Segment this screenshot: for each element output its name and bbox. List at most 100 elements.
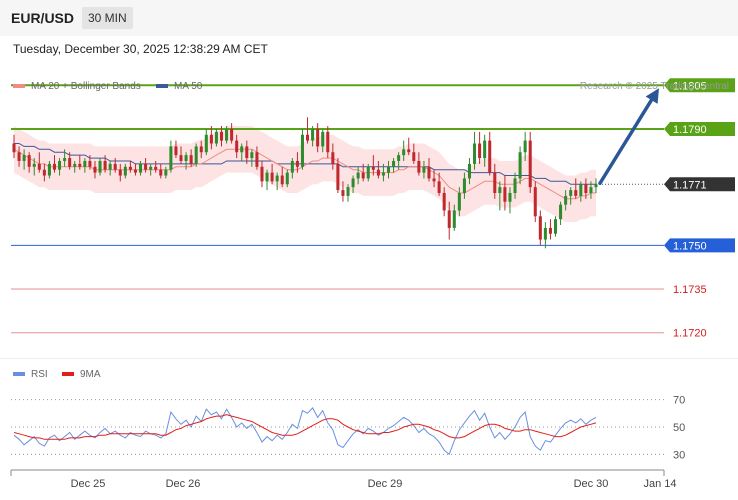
candle <box>209 126 213 150</box>
candle <box>250 149 254 167</box>
candle <box>321 128 325 153</box>
candle-body <box>427 166 431 179</box>
candle <box>346 184 350 202</box>
candle-body <box>235 140 239 153</box>
candle-body <box>209 134 213 144</box>
candle <box>528 131 532 193</box>
candle <box>351 175 355 193</box>
candle <box>432 169 436 188</box>
candle-body <box>518 152 522 179</box>
candle-body <box>386 166 391 173</box>
legend-ma20-label: MA 20 + Bollinger Bands <box>31 81 141 92</box>
candle-body <box>139 163 143 173</box>
candle <box>306 117 310 144</box>
candle <box>488 131 492 176</box>
candle-body <box>371 166 375 170</box>
ma50-line <box>14 143 596 185</box>
candle <box>204 128 208 156</box>
candle <box>412 143 416 164</box>
price-tag-text: 1.1720 <box>673 328 707 340</box>
candle-body <box>473 143 477 164</box>
candle-body <box>12 143 16 153</box>
price-tag-1.1790: 1.1790 <box>664 121 735 136</box>
candle-body <box>255 152 259 167</box>
candle <box>27 152 31 173</box>
candle <box>407 137 411 156</box>
candle-body <box>498 187 502 193</box>
candle-body <box>285 172 289 185</box>
candle <box>584 178 588 199</box>
candle-body <box>376 169 380 176</box>
timeframe-badge[interactable]: 30 MIN <box>82 7 133 29</box>
panel-separator <box>0 358 738 359</box>
price-tag-text: 1.1735 <box>673 284 707 296</box>
candle <box>559 201 563 226</box>
candle <box>361 163 365 182</box>
price-tag-1.1805: 1.1805 <box>664 78 735 93</box>
candle-body <box>230 128 234 141</box>
candle <box>255 146 259 170</box>
candle-body <box>356 172 360 179</box>
candle <box>574 178 578 199</box>
candle-body <box>295 160 299 167</box>
rsi-level-label: 30 <box>673 449 685 461</box>
x-tick-label: Dec 30 <box>574 478 609 490</box>
candle <box>543 222 547 249</box>
candle <box>473 131 477 170</box>
candle <box>457 187 461 217</box>
candle-body <box>548 227 552 234</box>
candle-body <box>437 181 441 193</box>
candle <box>478 131 482 164</box>
price-tag-bg <box>664 238 735 253</box>
candle-body <box>321 131 325 147</box>
candle-body <box>326 131 330 153</box>
legend-ma20: MA 20 + Bollinger Bands <box>13 81 141 92</box>
candle <box>366 163 370 182</box>
candle-body <box>397 155 401 161</box>
candle-body <box>311 128 315 141</box>
legend-rsi-label: RSI <box>31 369 48 380</box>
candle <box>386 160 391 179</box>
candle <box>194 143 198 167</box>
candle <box>467 158 471 185</box>
candle-body <box>417 160 421 173</box>
candle-body <box>154 166 158 170</box>
rsi-line <box>13 407 597 456</box>
legend-rsi: RSI <box>13 369 48 380</box>
candle-body <box>214 131 218 144</box>
candle-body <box>412 152 416 161</box>
candle <box>133 163 137 176</box>
candle <box>225 126 229 144</box>
candle-body <box>275 175 279 182</box>
candle-body <box>442 192 446 211</box>
candle-body <box>225 128 229 141</box>
candle-body <box>103 160 107 170</box>
candle <box>149 163 153 176</box>
candle-body <box>169 146 173 170</box>
candle-body <box>579 184 583 196</box>
candle-body <box>199 146 203 153</box>
candle <box>235 134 239 159</box>
candle <box>356 166 360 185</box>
candle <box>381 163 385 182</box>
candle-body <box>63 158 67 161</box>
candle <box>275 172 279 191</box>
candle <box>63 149 67 167</box>
candle-body <box>250 152 254 159</box>
legend-rsi-ma-label: 9MA <box>80 369 101 380</box>
candle <box>326 126 330 159</box>
candle-body <box>93 166 97 173</box>
candle <box>22 149 26 170</box>
candle-body <box>543 227 547 240</box>
candle <box>169 140 173 173</box>
candle-body <box>523 140 527 153</box>
candle <box>579 181 583 202</box>
candle-body <box>68 158 72 167</box>
candle <box>73 160 77 173</box>
candle <box>189 149 193 167</box>
candle-body <box>17 152 21 161</box>
candle <box>199 140 203 159</box>
legend-rsi-ma: 9MA <box>62 369 101 380</box>
candle-body <box>270 172 274 182</box>
candle-body <box>513 178 517 193</box>
